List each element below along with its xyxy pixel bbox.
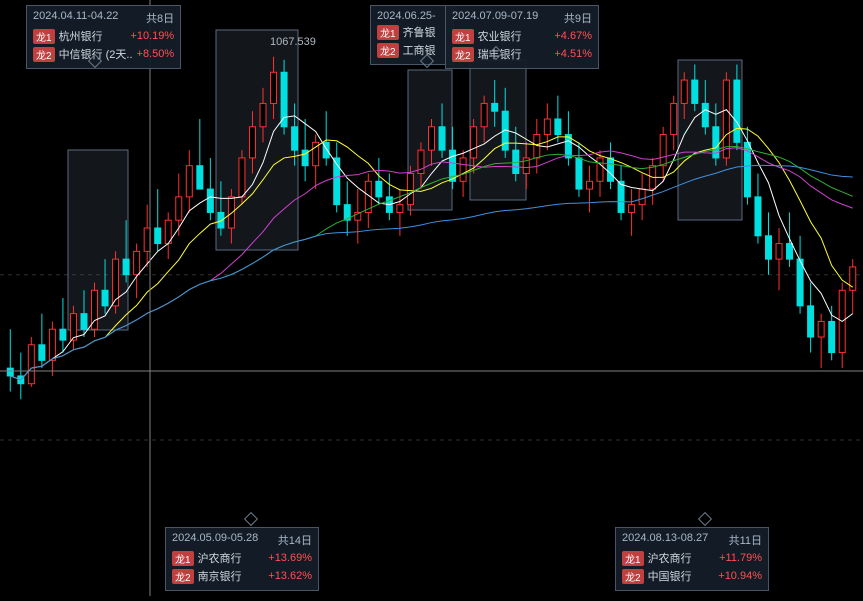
stock-pct: +10.94% xyxy=(718,570,762,582)
tooltip-row: 龙1 农业银行+4.67% xyxy=(452,28,592,44)
stock-name: 杭州银行 xyxy=(59,28,127,44)
tooltip-t5: 2024.08.13-08.27 共11日龙1 沪农商行+11.79% 龙2 中国银行+… xyxy=(615,527,769,591)
tooltip-t4: 2024.07.09-07.19 共9日龙1 农业银行+4.67% 龙2 瑞丰银行+4.… xyxy=(445,5,599,69)
tooltip-row: 龙1 齐鲁银 xyxy=(377,24,447,40)
tooltip-row: 龙2 中国银行+10.94% xyxy=(622,568,762,584)
stock-name: 瑞丰银行 xyxy=(478,46,551,62)
stock-name: 中国银行 xyxy=(648,568,715,584)
tooltip-row: 龙1 杭州银行+10.19% xyxy=(33,28,174,44)
tooltip-row: 龙1 沪农商行+13.69% xyxy=(172,550,312,566)
tooltip-days: 共8日 xyxy=(146,10,174,26)
stock-pct: +13.62% xyxy=(268,570,312,582)
tooltip-t1: 2024.04.11-04.22 共8日龙1 杭州银行+10.19% 龙2中信银行 (… xyxy=(26,5,181,69)
chart-canvas xyxy=(0,0,863,596)
price-annotation: 1067.539 xyxy=(270,36,316,48)
rank-badge: 龙1 xyxy=(377,25,399,40)
stock-pct: +10.19% xyxy=(130,30,174,42)
candlestick-chart[interactable] xyxy=(0,0,863,596)
tooltip-row: 龙2 南京银行+13.62% xyxy=(172,568,312,584)
rank-badge: 龙2 xyxy=(452,47,474,62)
rank-badge: 龙1 xyxy=(622,551,644,566)
tooltip-row: 龙2中信银行 (2天..+8.50% xyxy=(33,46,174,62)
stock-name: 沪农商行 xyxy=(648,550,716,566)
tooltip-row: 龙1 沪农商行+11.79% xyxy=(622,550,762,566)
tooltip-days: 共11日 xyxy=(729,532,762,548)
tooltip-date: 2024.05.09-05.28 xyxy=(172,532,258,548)
stock-pct: +11.79% xyxy=(719,552,762,564)
stock-pct: +8.50% xyxy=(137,48,175,60)
rank-badge: 龙2 xyxy=(622,569,644,584)
tooltip-date: 2024.08.13-08.27 xyxy=(622,532,708,548)
tooltip-date: 2024.06.25- xyxy=(377,10,436,22)
tooltip-date: 2024.04.11-04.22 xyxy=(33,10,118,26)
rank-badge: 龙1 xyxy=(33,29,55,44)
tooltip-t2: 2024.05.09-05.28 共14日龙1 沪农商行+13.69% 龙2 南京银行+… xyxy=(165,527,319,591)
tooltip-row: 龙2工商银 xyxy=(377,42,447,58)
stock-pct: +13.69% xyxy=(268,552,312,564)
stock-pct: +4.67% xyxy=(554,30,592,42)
rank-badge: 龙2 xyxy=(33,47,55,62)
stock-name: 沪农商行 xyxy=(198,550,265,566)
tooltip-days: 共9日 xyxy=(564,10,592,26)
tooltip-t3: 2024.06.25- 龙1 齐鲁银龙2工商银 xyxy=(370,5,454,65)
rank-badge: 龙2 xyxy=(172,569,194,584)
tooltip-date: 2024.07.09-07.19 xyxy=(452,10,538,26)
rank-badge: 龙2 xyxy=(377,43,399,58)
stock-name: 齐鲁银 xyxy=(403,24,447,40)
stock-name: 南京银行 xyxy=(198,568,265,584)
stock-pct: +4.51% xyxy=(554,48,592,60)
tooltip-days: 共14日 xyxy=(278,532,312,548)
rank-badge: 龙1 xyxy=(452,29,474,44)
tooltip-row: 龙2 瑞丰银行+4.51% xyxy=(452,46,592,62)
rank-badge: 龙1 xyxy=(172,551,194,566)
stock-name: 农业银行 xyxy=(478,28,551,44)
